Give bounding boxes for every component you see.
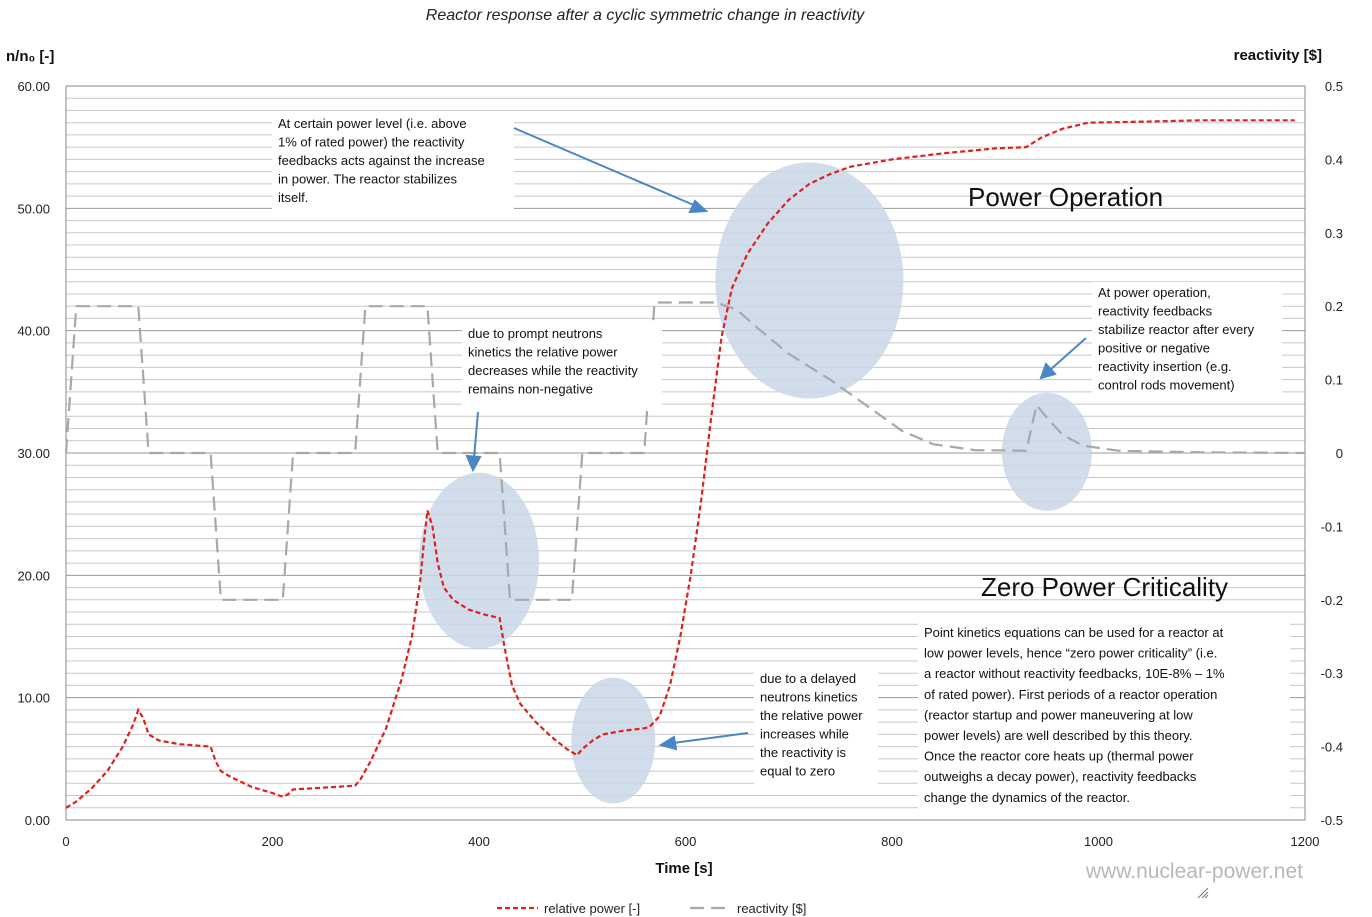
right-y-tick-label: 0.4 xyxy=(1325,152,1343,167)
right-y-tick-label: -0.4 xyxy=(1321,740,1343,755)
x-tick-label: 0 xyxy=(62,834,69,849)
x-tick-label: 200 xyxy=(262,834,284,849)
right-axis-title: reactivity [$] xyxy=(1234,47,1322,64)
annotation-line: stabilize reactor after every xyxy=(1098,322,1255,337)
right-y-tick-label: 0.3 xyxy=(1325,226,1343,241)
zero-power-criticality-label: Zero Power Criticality xyxy=(981,572,1228,602)
annotation-box-prompt xyxy=(462,323,662,407)
feedback-arrow xyxy=(513,127,697,207)
highlight-ellipses xyxy=(419,162,1092,804)
left-y-tick-label: 0.00 xyxy=(25,813,50,828)
prompt-arrow xyxy=(473,411,479,459)
right-y-tick-label: -0.2 xyxy=(1321,593,1343,608)
power-operation-highlight xyxy=(715,162,904,399)
annotation-line: increases while xyxy=(760,727,849,742)
left-y-tick-label: 40.00 xyxy=(17,324,50,339)
annotation-line: outweighs a decay power), reactivity fee… xyxy=(924,769,1197,784)
annotation-line: feedbacks acts against the increase xyxy=(278,153,485,168)
annotation-line: the relative power xyxy=(760,708,863,723)
annotation-line: a reactor without reactivity feedbacks, … xyxy=(924,666,1225,681)
right-y-tick-label: -0.5 xyxy=(1321,813,1343,828)
feedback-arrowhead xyxy=(688,199,709,214)
x-tick-label: 1000 xyxy=(1084,834,1113,849)
annotation-box-stabilize xyxy=(1092,282,1282,403)
annotation-line: power levels) are well described by this… xyxy=(924,728,1193,743)
right-y-tick-label: 0.2 xyxy=(1325,299,1343,314)
annotation-line: due to prompt neutrons xyxy=(468,326,603,341)
x-tick-label: 600 xyxy=(675,834,697,849)
delayed-arrowhead xyxy=(658,735,678,751)
annotation-line: itself. xyxy=(278,190,308,205)
annotation-line: Point kinetics equations can be used for… xyxy=(924,625,1224,640)
feedback-bump-highlight xyxy=(1001,392,1092,511)
right-y-tick-label: 0 xyxy=(1336,446,1343,461)
watermark: www.nuclear-power.net xyxy=(1085,860,1303,883)
left-y-tick-label: 10.00 xyxy=(17,691,50,706)
annotation-line: due to a delayed xyxy=(760,671,856,686)
annotation-box-delayed xyxy=(754,668,878,789)
annotation-line: low power levels, hence “zero power crit… xyxy=(924,646,1217,661)
reactivity-series-line xyxy=(64,301,1306,601)
annotation-line: Once the reactor core heats up (thermal … xyxy=(924,749,1194,764)
left-y-tick-label: 60.00 xyxy=(17,79,50,94)
left-y-tick-label: 20.00 xyxy=(17,568,50,583)
annotation-line: At certain power level (i.e. above xyxy=(278,116,467,131)
power-operation-label: Power Operation xyxy=(968,182,1163,212)
annotation-box-pointkin xyxy=(918,622,1290,818)
relative-power-series-line xyxy=(65,119,1295,809)
stabilize-arrow xyxy=(1049,337,1087,371)
x-axis-title: Time [s] xyxy=(655,860,712,877)
annotation-line: positive or negative xyxy=(1098,341,1210,356)
axis-ticks: 0 200 400 600 800 1000 1200 0.00 10.00 20.00 30.00… xyxy=(17,79,1343,849)
stabilize-arrowhead xyxy=(1039,362,1057,380)
annotation-line: the reactivity is xyxy=(760,745,846,760)
right-y-tick-label: 0.1 xyxy=(1325,373,1343,388)
annotation-line: neutrons kinetics xyxy=(760,690,858,705)
annotation-box-feedback xyxy=(272,113,514,216)
legend: relative power [-] reactivity [$] xyxy=(497,901,806,916)
annotation-line: kinetics the relative power xyxy=(468,345,618,360)
right-y-tick-label: 0.5 xyxy=(1325,79,1343,94)
right-y-tick-label: -0.1 xyxy=(1321,519,1343,534)
annotations: At certain power level (i.e. above 1% of … xyxy=(272,113,1290,818)
annotation-line: in power. The reactor stabilizes xyxy=(278,172,457,187)
annotation-line: control rods movement) xyxy=(1098,378,1235,393)
annotation-line: reactivity feedbacks xyxy=(1098,304,1213,319)
annotation-line: reactivity insertion (e.g. xyxy=(1098,359,1232,374)
left-axis-title: n/n₀ [-] xyxy=(6,48,54,65)
annotation-line: 1% of rated power) the reactivity xyxy=(278,135,465,150)
chart-title: Reactor response after a cyclic symmetri… xyxy=(426,7,865,24)
annotation-line: change the dynamics of the reactor. xyxy=(924,790,1130,805)
x-tick-label: 400 xyxy=(468,834,490,849)
left-y-tick-label: 30.00 xyxy=(17,446,50,461)
x-tick-label: 1200 xyxy=(1291,834,1320,849)
prompt-arrowhead xyxy=(465,454,482,473)
delayed-arrow xyxy=(672,732,749,744)
delayed-neutrons-highlight xyxy=(571,677,656,804)
prompt-peak-highlight xyxy=(419,472,539,649)
right-y-tick-label: -0.3 xyxy=(1321,666,1343,681)
annotation-line: At power operation, xyxy=(1098,285,1211,300)
annotation-line: (reactor startup and power maneuvering a… xyxy=(924,707,1193,722)
legend-power-label: relative power [-] xyxy=(544,901,640,916)
arrows xyxy=(465,127,1087,751)
legend-reactivity-label: reactivity [$] xyxy=(737,901,806,916)
annotation-line: decreases while the reactivity xyxy=(468,363,638,378)
left-y-tick-label: 50.00 xyxy=(17,201,50,216)
annotation-line: equal to zero xyxy=(760,764,835,779)
annotation-line: remains non-negative xyxy=(468,382,593,397)
x-tick-label: 800 xyxy=(881,834,903,849)
annotation-line: of rated power). First periods of a reac… xyxy=(924,687,1217,702)
resize-grip-icon xyxy=(1197,887,1209,899)
